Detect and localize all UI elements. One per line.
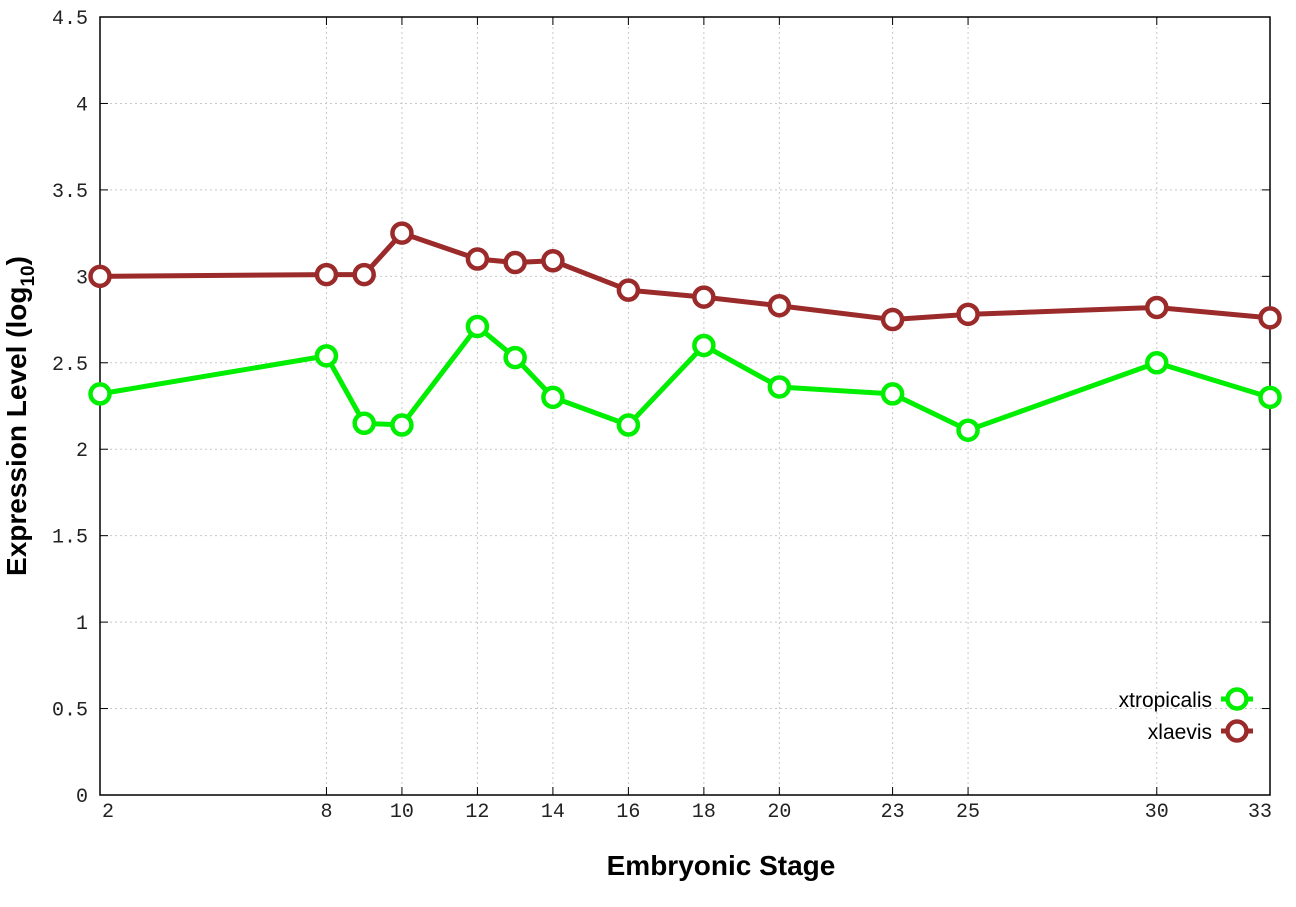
data-point xyxy=(390,413,414,437)
y-tick-label: 4.5 xyxy=(52,8,88,31)
y-tick-label: 1.5 xyxy=(52,527,88,550)
data-point xyxy=(1145,351,1169,375)
y-axis-title-suffix: ) xyxy=(1,256,32,265)
data-point xyxy=(767,293,792,318)
data-point xyxy=(956,302,980,327)
data-point xyxy=(465,314,490,339)
data-point xyxy=(767,375,792,399)
axis-ticks: 0 0.5 1 1.5 2 2.5 3 3.5 4 4.5 2 8 10 12 14 16 18 20 23 25 30… xyxy=(52,8,1272,824)
data-point xyxy=(314,344,339,368)
y-axis-title-subscript: 10 xyxy=(18,265,39,286)
data-point xyxy=(503,345,527,370)
data-point xyxy=(692,333,716,358)
x-tick-label: 10 xyxy=(390,801,414,824)
data-point xyxy=(465,247,490,271)
legend-marker xyxy=(1225,687,1249,711)
data-point xyxy=(390,221,414,245)
data-point xyxy=(956,418,980,442)
y-tick-label: 0.5 xyxy=(52,700,88,723)
y-tick-label: 1 xyxy=(76,613,88,636)
x-tick-label: 8 xyxy=(320,801,332,824)
data-point xyxy=(503,250,527,275)
x-tick-label: 18 xyxy=(692,801,716,824)
series-layer xyxy=(88,221,1282,442)
data-point xyxy=(692,285,716,309)
x-tick-label: 33 xyxy=(1248,801,1272,824)
data-point xyxy=(314,262,339,287)
y-tick-label: 3 xyxy=(76,267,88,290)
data-point xyxy=(880,382,905,406)
data-point xyxy=(352,411,376,436)
x-tick-label: 16 xyxy=(616,801,640,824)
data-point xyxy=(616,278,641,302)
legend-marker xyxy=(1225,719,1249,743)
y-axis-title: Expression Level (log10) xyxy=(1,256,39,576)
data-point xyxy=(352,262,376,287)
grid-lines xyxy=(100,17,1270,795)
data-point xyxy=(88,382,112,406)
x-tick-label: 23 xyxy=(881,801,905,824)
data-point xyxy=(88,264,112,289)
data-point xyxy=(541,249,565,273)
data-point xyxy=(616,413,641,437)
data-point xyxy=(880,307,905,332)
plot-frame xyxy=(99,16,1271,796)
y-tick-label: 2.5 xyxy=(52,354,88,377)
series-xtropicalis xyxy=(88,314,1282,442)
x-tick-label: 30 xyxy=(1145,801,1169,824)
legend-item-xtropicalis: xtropicalis xyxy=(1119,687,1253,712)
x-tick-label: 20 xyxy=(767,801,791,824)
y-tick-label: 2 xyxy=(76,440,88,463)
data-point xyxy=(1145,295,1169,320)
y-tick-label: 3.5 xyxy=(52,181,88,204)
y-axis-title-main: Expression Level (log xyxy=(1,287,32,576)
x-tick-label: 25 xyxy=(956,801,980,824)
series-line xyxy=(99,323,1271,433)
legend-label: xlaevis xyxy=(1148,721,1212,744)
legend-item-xlaevis: xlaevis xyxy=(1148,719,1253,744)
x-tick-label: 12 xyxy=(465,801,489,824)
legend-label: xtropicalis xyxy=(1119,689,1212,712)
x-tick-label: 14 xyxy=(541,801,565,824)
series-xlaevis xyxy=(88,221,1282,332)
x-axis-title: Embryonic Stage xyxy=(607,850,836,881)
legend: xtropicalis xlaevis xyxy=(1119,687,1253,744)
data-point xyxy=(541,385,565,410)
y-tick-label: 4 xyxy=(76,94,88,117)
y-tick-label: 0 xyxy=(76,786,88,809)
data-point xyxy=(1258,385,1282,410)
data-point xyxy=(1258,306,1282,330)
x-tick-label: 2 xyxy=(102,801,114,824)
